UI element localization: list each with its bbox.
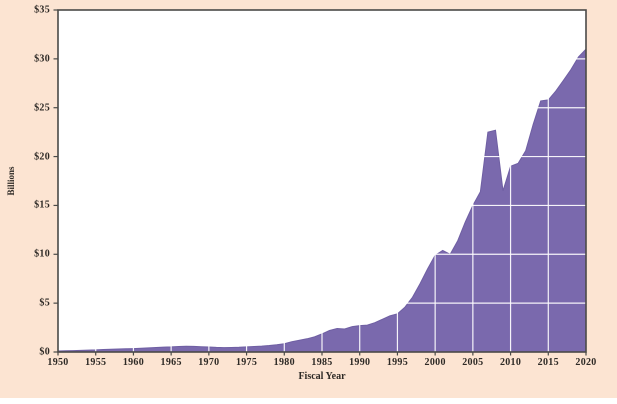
x-tick-label: 2005 [462, 357, 484, 368]
x-tick-label: 1985 [311, 357, 333, 368]
x-tick-label: 1965 [160, 357, 182, 368]
y-tick-label: $20 [34, 151, 50, 163]
y-tick-label: $5 [39, 297, 50, 309]
x-tick-label: 2010 [499, 357, 522, 368]
y-axis-title: Billions [6, 166, 16, 196]
x-tick-label: 1960 [122, 357, 145, 368]
x-axis-title: Fiscal Year [298, 371, 346, 382]
x-tick-label: 2020 [575, 357, 597, 368]
x-tick-label: 1990 [349, 357, 371, 368]
plot-border [57, 9, 587, 353]
x-tick-label: 1975 [235, 357, 258, 368]
y-tick-label: $10 [34, 248, 50, 260]
y-tick-label: $0 [39, 346, 50, 358]
bottom-margin-strip [0, 398, 617, 404]
x-tick-label: 2015 [537, 357, 559, 368]
y-tick-label: $25 [34, 102, 50, 114]
x-tick-label: 2000 [424, 357, 446, 368]
y-tick-label: $30 [34, 53, 50, 65]
x-tick-label: 1970 [198, 357, 220, 368]
x-tick-label: 1995 [386, 357, 409, 368]
x-tick-label: 1955 [85, 357, 107, 368]
x-tick-label: 1950 [47, 357, 69, 368]
x-tick-label: 1980 [273, 357, 295, 368]
spending-area [57, 47, 587, 353]
y-tick-label: $15 [34, 199, 50, 211]
y-tick-label: $35 [34, 4, 50, 16]
